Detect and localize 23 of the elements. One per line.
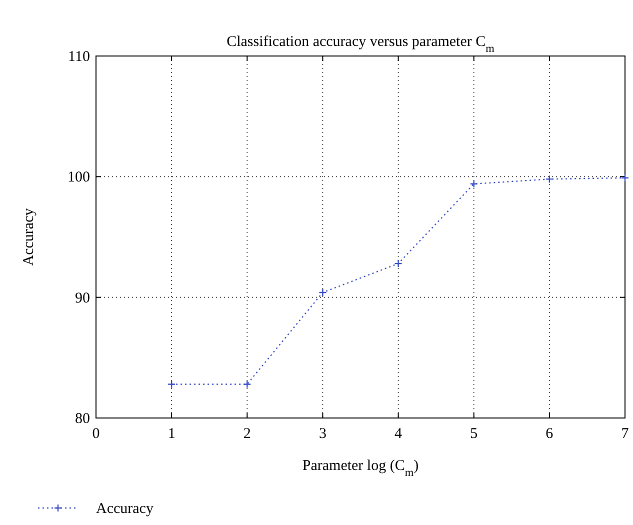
x-tick-label: 7 — [621, 426, 630, 442]
point — [243, 380, 252, 388]
y-axis-title: Accuracy — [21, 208, 37, 266]
x-tick-label: 3 — [318, 426, 326, 442]
y-tick-label: 90 — [75, 290, 90, 306]
x-tick-label: 1 — [168, 426, 176, 442]
x-tick-label: 0 — [92, 426, 100, 442]
x-tick-label: 6 — [546, 426, 554, 442]
y-tick-label: 100 — [68, 170, 90, 186]
x-tick-label: 4 — [394, 426, 403, 442]
x-tick-label: 2 — [243, 426, 251, 442]
point — [470, 180, 478, 188]
y-tick-label: 80 — [75, 411, 90, 427]
point — [545, 174, 554, 184]
legend-label: Accuracy — [96, 501, 154, 517]
point — [620, 174, 630, 182]
y-tick-label: 110 — [68, 49, 90, 65]
chart-title: Classification accuracy versus parameter C$_{m}$ — [226, 34, 495, 55]
point — [167, 380, 176, 388]
point — [394, 259, 402, 268]
point — [318, 288, 327, 297]
x-tick-label: 5 — [470, 426, 478, 442]
x-axis-title: Parameter log (C$_{m}$) — [302, 458, 419, 479]
